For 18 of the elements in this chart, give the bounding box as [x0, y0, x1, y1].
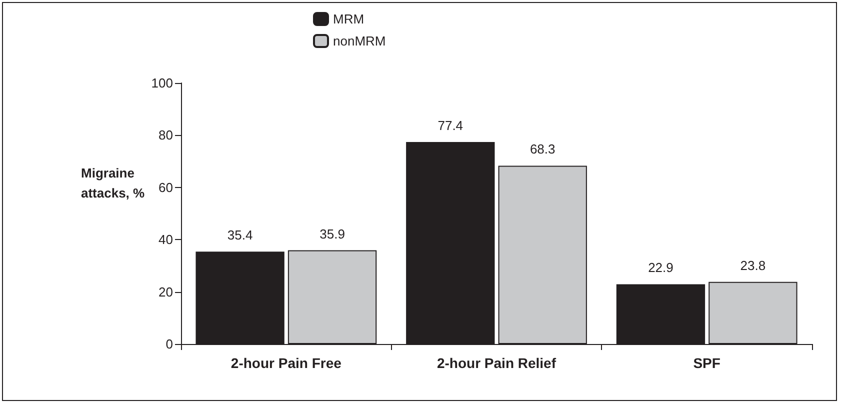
y-tick-label: 20 [158, 284, 173, 300]
x-tick-label: 2-hour Pain Free [230, 355, 342, 371]
y-tick-label: 100 [151, 76, 173, 90]
y-axis-title: Migraine attacks, % [81, 166, 146, 200]
y-tick-label: 80 [158, 128, 173, 143]
data-label: 35.9 [320, 226, 345, 242]
data-label: 68.3 [530, 142, 556, 157]
data-label: 22.9 [648, 260, 674, 276]
y-tick-label: 0 [166, 336, 173, 352]
data-label: 77.4 [438, 118, 464, 133]
legend-label: nonMRM [333, 34, 386, 48]
x-tick-label: SPF [693, 355, 721, 371]
y-tick-label: 40 [158, 232, 173, 248]
data-label: 35.4 [227, 228, 253, 243]
x-tick-label: 2-hour Pain Relief [436, 355, 556, 371]
legend-label: MRM [333, 12, 364, 26]
data-label: 23.8 [740, 258, 766, 273]
y-tick-label: 60 [158, 180, 173, 195]
